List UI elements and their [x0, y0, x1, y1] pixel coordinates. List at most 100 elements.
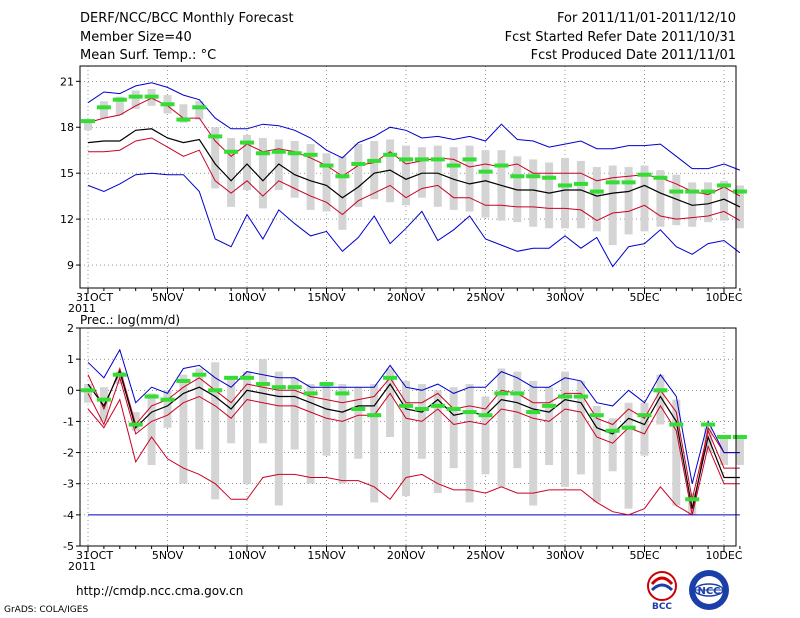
ensemble-box: [466, 384, 474, 502]
x-tick-label: 10NOV: [228, 291, 267, 304]
median-marker: [622, 426, 636, 430]
ensemble-box: [354, 144, 362, 207]
x-year-label: 2011: [68, 560, 96, 573]
y-tick-label: 2: [67, 322, 74, 335]
ensemble-box: [609, 418, 617, 471]
ensemble-box: [195, 101, 203, 119]
median-marker: [574, 182, 588, 186]
median-marker: [542, 404, 556, 408]
median-marker: [701, 423, 715, 427]
median-marker: [256, 382, 270, 386]
x-tick-label: 20NOV: [387, 549, 426, 562]
ncc-logo: NCC: [689, 570, 729, 610]
ensemble-box: [529, 159, 537, 226]
median-marker: [494, 391, 508, 395]
median-marker: [320, 382, 334, 386]
x-tick-label: 5NOV: [152, 291, 184, 304]
median-marker: [590, 413, 604, 417]
y-tick-label: -2: [63, 447, 74, 460]
x-tick-label: 15NOV: [307, 291, 346, 304]
median-marker: [81, 388, 95, 392]
median-marker: [717, 435, 731, 439]
median-marker: [606, 429, 620, 433]
y-tick-label: 21: [60, 75, 74, 88]
median-marker: [447, 164, 461, 168]
x-tick-label: 20NOV: [387, 291, 426, 304]
x-tick-label: 25NOV: [466, 549, 505, 562]
y-tick-label: 9: [67, 259, 74, 272]
median-marker: [574, 395, 588, 399]
y-tick-label: 0: [67, 384, 74, 397]
ensemble-box: [736, 437, 744, 465]
median-marker: [224, 150, 238, 154]
ensemble-box: [338, 156, 346, 229]
precipitation-panel: -5-4-3-2-101231OCT 5NOV 10NOV 15NOV 20NOV 25N…: [63, 322, 747, 573]
ensemble-box: [164, 390, 172, 427]
median-marker: [367, 413, 381, 417]
source-url[interactable]: http://cmdp.ncc.cma.gov.cn: [76, 584, 243, 599]
ensemble-box: [275, 372, 283, 506]
ensemble-box: [338, 384, 346, 484]
ensemble-box: [259, 359, 267, 443]
ncc-logo-text: NCC: [697, 586, 720, 597]
median-marker: [622, 180, 636, 184]
median-marker: [240, 141, 254, 145]
median-marker: [638, 413, 652, 417]
median-marker: [383, 376, 397, 380]
ensemble-box: [513, 372, 521, 469]
x-tick-label: 15NOV: [307, 549, 346, 562]
forecast-charts: 91215182131OCT 5NOV 10NOV 15NOV 20NOV 25NOV 30…: [0, 0, 800, 618]
median-marker: [113, 98, 127, 102]
median-marker: [176, 379, 190, 383]
ensemble-box: [354, 387, 362, 459]
median-marker: [129, 95, 143, 99]
median-marker: [304, 391, 318, 395]
median-marker: [129, 423, 143, 427]
median-marker: [176, 118, 190, 122]
median-marker: [272, 385, 286, 389]
median-marker: [367, 159, 381, 163]
ensemble-box: [243, 372, 251, 484]
grads-credit: GrADS: COLA/IGES: [4, 605, 88, 615]
median-marker: [653, 176, 667, 180]
median-marker: [431, 404, 445, 408]
y-tick-label: 15: [60, 167, 74, 180]
median-marker: [479, 413, 493, 417]
median-marker: [590, 190, 604, 194]
median-marker: [240, 376, 254, 380]
ensemble-box: [545, 387, 553, 465]
bcc-logo-text: BCC: [652, 602, 672, 612]
median-marker: [447, 407, 461, 411]
median-marker: [415, 157, 429, 161]
y-tick-label: -4: [63, 509, 74, 522]
median-marker: [399, 404, 413, 408]
median-marker: [510, 391, 524, 395]
median-marker: [669, 190, 683, 194]
median-marker: [208, 134, 222, 138]
temperature-panel: 91215182131OCT 5NOV 10NOV 15NOV 20NOV 25NOV 30…: [60, 66, 747, 315]
ensemble-box: [291, 141, 299, 198]
median-marker: [510, 174, 524, 178]
ensemble-box: [179, 375, 187, 484]
median-marker: [208, 388, 222, 392]
median-marker: [463, 157, 477, 161]
median-marker: [288, 151, 302, 155]
median-marker: [653, 388, 667, 392]
median-marker: [113, 373, 127, 377]
median-marker: [526, 410, 540, 414]
series-line-max: [88, 83, 740, 170]
median-marker: [81, 119, 95, 123]
ensemble-box: [625, 167, 633, 234]
ensemble-box: [450, 387, 458, 468]
prec-panel-title: Prec.: log(mm/d): [80, 313, 180, 327]
median-marker: [685, 497, 699, 501]
median-marker: [97, 105, 111, 109]
ensemble-box: [577, 161, 585, 228]
ensemble-box: [307, 384, 315, 484]
median-marker: [685, 190, 699, 194]
ensemble-box: [370, 141, 378, 199]
ensemble-box: [561, 372, 569, 487]
ensemble-box: [466, 146, 474, 212]
ensemble-box: [148, 393, 156, 465]
y-tick-label: 18: [60, 121, 74, 134]
